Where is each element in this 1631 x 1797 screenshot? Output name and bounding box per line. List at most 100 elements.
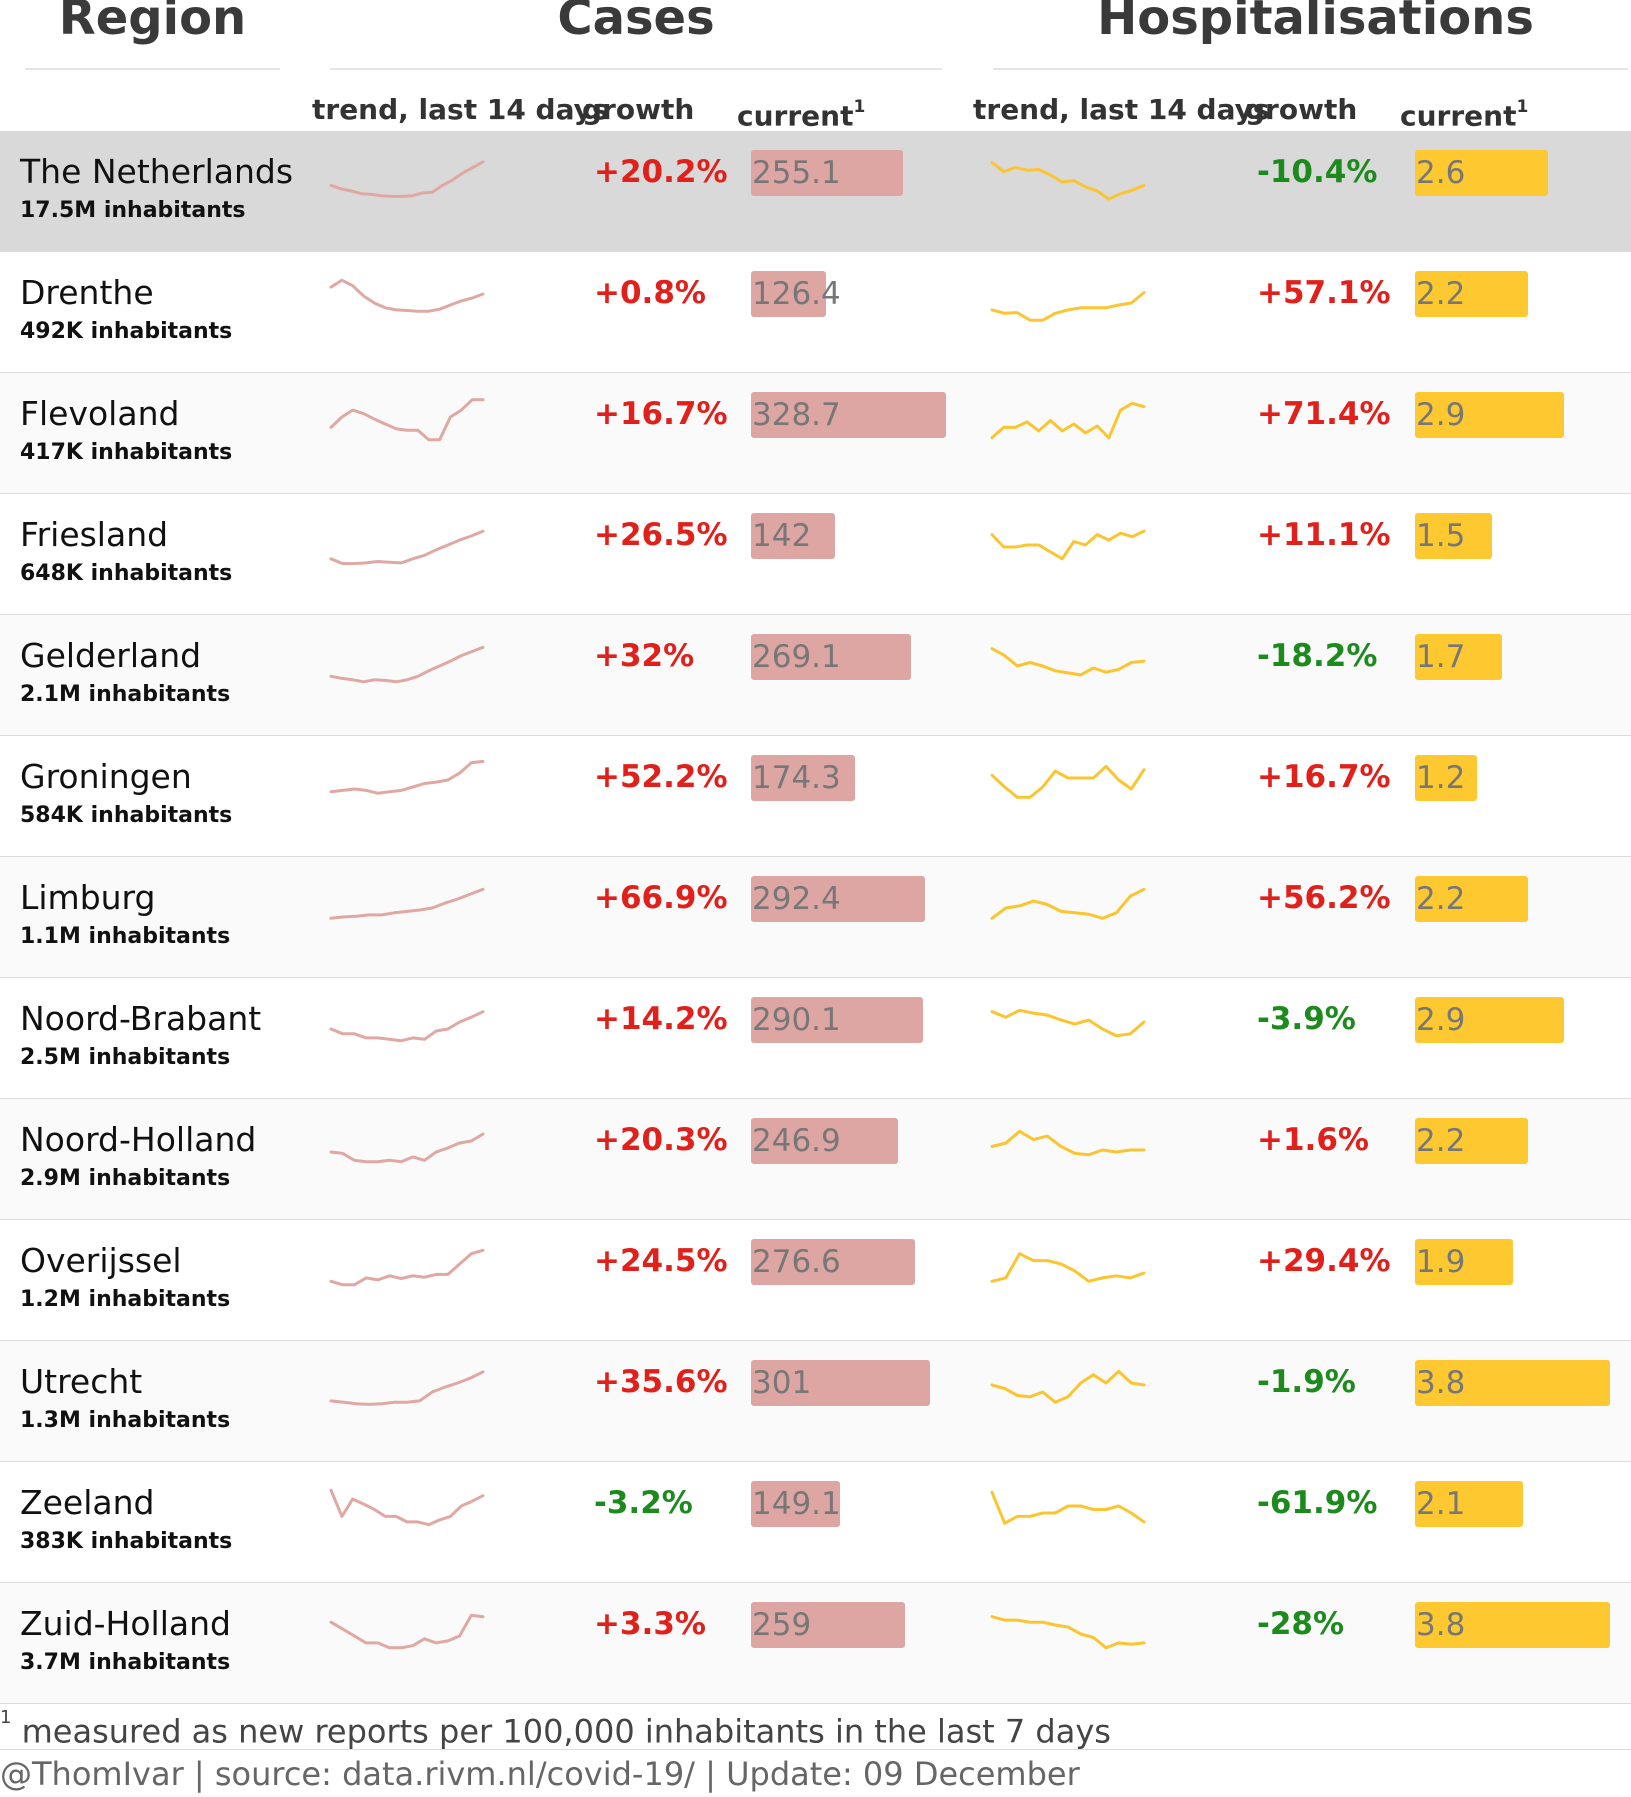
cases-current-bar xyxy=(751,755,855,801)
cases-growth: +66.9% xyxy=(594,880,728,916)
cases-growth: +35.6% xyxy=(594,1364,728,1400)
group-rule-cases xyxy=(330,68,942,70)
hospitalisations-current-bar xyxy=(1415,271,1528,317)
hospitalisations-current-bar xyxy=(1415,755,1477,801)
cases-trend-sparkline-line xyxy=(329,529,485,566)
cases-current-bar xyxy=(751,513,836,559)
cases-current-bar xyxy=(751,1602,905,1648)
region-population: 417K inhabitants xyxy=(20,440,233,465)
cases-current-bar xyxy=(751,271,827,317)
region-name: Friesland xyxy=(20,515,169,554)
hospitalisations-trend-sparkline xyxy=(990,647,1146,677)
hospitalisations-current-bar xyxy=(1415,150,1549,196)
cases-current-value: 301 xyxy=(752,1365,812,1401)
hospitalisations-trend-sparkline xyxy=(990,529,1146,561)
footnote: 1 measured as new reports per 100,000 in… xyxy=(0,1702,1631,1751)
cases-current-value: 255.1 xyxy=(752,155,841,191)
table-row: Groningen 584K inhabitants +52.2% 174.3 +16.… xyxy=(0,736,1631,857)
table-row: Gelderland 2.1M inhabitants +32% 269.1 -18.2… xyxy=(0,615,1631,736)
table-row: Friesland 648K inhabitants +26.5% 142 +11.1%… xyxy=(0,494,1631,615)
footnote-mark: 1 xyxy=(0,1707,12,1728)
region-population: 584K inhabitants xyxy=(20,803,233,828)
cases-trend-sparkline xyxy=(329,1370,485,1406)
col-head-current-cases-label: current xyxy=(737,99,854,133)
cases-trend-sparkline-line xyxy=(329,645,485,684)
region-population: 3.7M inhabitants xyxy=(20,1650,231,1675)
hospitalisations-growth: +56.2% xyxy=(1257,880,1391,916)
hospitalisations-current-bar xyxy=(1415,1239,1513,1285)
cases-growth: +20.2% xyxy=(594,154,728,190)
hospitalisations-trend-sparkline xyxy=(990,401,1146,440)
hospitalisations-growth: -1.9% xyxy=(1257,1364,1356,1400)
footnote-mark-hosp: 1 xyxy=(1516,97,1529,117)
col-head-growth-hosp: growth xyxy=(1245,93,1358,126)
hospitalisations-trend-sparkline-line xyxy=(990,1369,1146,1404)
footnote-mark-cases: 1 xyxy=(853,97,866,117)
table-row: Drenthe 492K inhabitants +0.8% 126.4 +57.1% 2… xyxy=(0,252,1631,373)
cases-trend-sparkline xyxy=(329,1613,485,1650)
hospitalisations-growth: -3.9% xyxy=(1257,1001,1356,1037)
cases-current-value: 246.9 xyxy=(752,1123,841,1159)
hospitalisations-trend-sparkline xyxy=(990,1369,1146,1404)
region-name: Drenthe xyxy=(20,273,154,312)
hospitalisations-growth: -61.9% xyxy=(1257,1485,1378,1521)
cases-trend-sparkline-line xyxy=(329,1132,485,1164)
cases-current-bar xyxy=(751,150,903,196)
region-name: Utrecht xyxy=(20,1362,143,1401)
cases-current-bar xyxy=(751,1481,840,1527)
region-population: 492K inhabitants xyxy=(20,319,233,344)
hospitalisations-trend-sparkline xyxy=(990,1129,1146,1157)
region-population: 17.5M inhabitants xyxy=(20,198,246,223)
cases-trend-sparkline xyxy=(329,645,485,684)
hospitalisations-current-bar xyxy=(1415,997,1564,1043)
col-head-trend-cases: trend, last 14 days xyxy=(312,93,609,126)
group-rule-hospitalisations xyxy=(993,68,1628,70)
cases-trend-sparkline xyxy=(329,1248,485,1287)
region-population: 1.1M inhabitants xyxy=(20,924,231,949)
table-row: Zeeland 383K inhabitants -3.2% 149.1 -61.9% 2… xyxy=(0,1462,1631,1583)
col-head-current-hosp: current1 xyxy=(1400,92,1528,134)
col-head-growth-cases: growth xyxy=(582,93,695,126)
cases-current-value: 174.3 xyxy=(752,760,841,796)
cases-trend-sparkline xyxy=(329,887,485,920)
hospitalisations-trend-sparkline xyxy=(990,764,1146,799)
cases-current-value: 276.6 xyxy=(752,1244,841,1280)
hospitalisations-trend-sparkline-line xyxy=(990,161,1146,201)
region-name: The Netherlands xyxy=(20,152,294,191)
cases-current-value: 149.1 xyxy=(752,1486,841,1522)
cases-current-bar xyxy=(751,1118,898,1164)
cases-growth: -3.2% xyxy=(594,1485,693,1521)
region-name: Zeeland xyxy=(20,1483,155,1522)
cases-current-bar xyxy=(751,634,911,680)
group-rule-region xyxy=(25,68,280,70)
col-head-current-cases: current1 xyxy=(737,92,865,134)
table-row: The Netherlands 17.5M inhabitants +20.2% 25… xyxy=(0,131,1631,252)
hospitalisations-trend-sparkline-line xyxy=(990,887,1146,920)
region-name: Flevoland xyxy=(20,394,180,433)
cases-current-value: 292.4 xyxy=(752,881,841,917)
cases-trend-sparkline-line xyxy=(329,398,485,442)
hospitalisations-current-value: 2.6 xyxy=(1416,155,1466,191)
hospitalisations-current-bar xyxy=(1415,1360,1610,1406)
hospitalisations-current-value: 1.5 xyxy=(1416,518,1466,554)
table-row: Overijssel 1.2M inhabitants +24.5% 276.6 +29… xyxy=(0,1220,1631,1341)
table-row: Noord-Brabant 2.5M inhabitants +14.2% 290.1… xyxy=(0,978,1631,1099)
region-population: 2.9M inhabitants xyxy=(20,1166,231,1191)
table-row: Limburg 1.1M inhabitants +66.9% 292.4 +56.2%… xyxy=(0,857,1631,978)
table-row: Utrecht 1.3M inhabitants +35.6% 301 -1.9% 3.8 xyxy=(0,1341,1631,1462)
group-title-hospitalisations: Hospitalisations xyxy=(1097,0,1534,46)
cases-trend-sparkline xyxy=(329,278,485,313)
cases-current-value: 269.1 xyxy=(752,639,841,675)
group-title-region: Region xyxy=(58,0,247,46)
hospitalisations-current-value: 2.1 xyxy=(1416,1486,1466,1522)
cases-trend-sparkline xyxy=(329,1010,485,1043)
cases-growth: +26.5% xyxy=(594,517,728,553)
hospitalisations-current-bar xyxy=(1415,1602,1610,1648)
hospitalisations-current-bar xyxy=(1415,876,1528,922)
hospitalisations-trend-sparkline-line xyxy=(990,1252,1146,1283)
region-population: 1.3M inhabitants xyxy=(20,1408,231,1433)
hospitalisations-current-value: 1.2 xyxy=(1416,760,1466,796)
hospitalisations-growth: +71.4% xyxy=(1257,396,1391,432)
hospitalisations-current-bar xyxy=(1415,392,1564,438)
table-row: Flevoland 417K inhabitants +16.7% 328.7 +71.… xyxy=(0,373,1631,494)
